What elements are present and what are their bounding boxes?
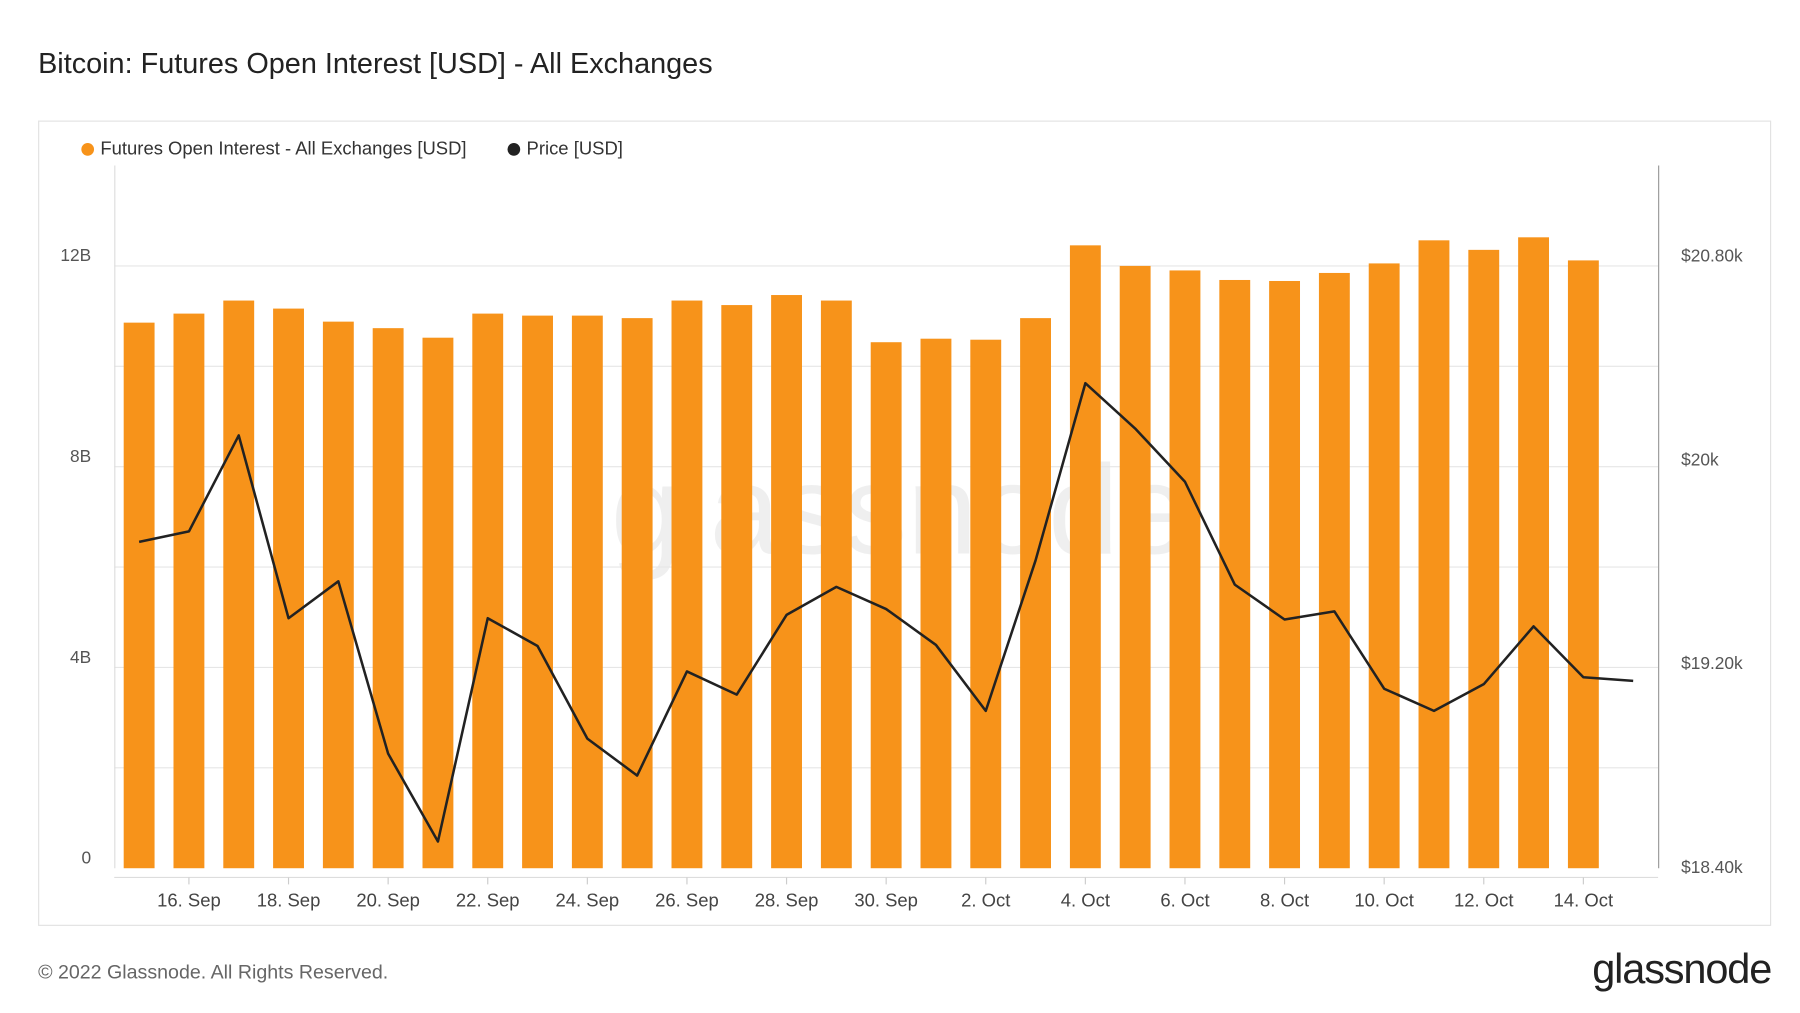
price-line (138, 381, 1634, 843)
y-tick-label: 4B (70, 647, 91, 667)
x-tick-label: 22. Sep (456, 890, 520, 911)
legend-label: Price [USD] (527, 137, 623, 158)
x-tick-label: 12. Oct (1454, 890, 1514, 911)
y2-tick-label: $18.40k (1681, 857, 1743, 877)
brand-logo: glassnode (1592, 945, 1771, 992)
bar (1418, 240, 1450, 869)
bar (721, 305, 753, 869)
bar (1318, 272, 1350, 869)
bar (1169, 270, 1201, 869)
x-tick-label: 20. Sep (356, 890, 420, 911)
bar (1069, 245, 1101, 869)
bar (1119, 265, 1151, 869)
x-tick-label: 26. Sep (655, 890, 719, 911)
bar (372, 328, 404, 869)
y2-tick-label: $20k (1681, 449, 1719, 469)
x-tick-label: 4. Oct (1061, 890, 1110, 911)
x-tick-label: 8. Oct (1260, 890, 1309, 911)
x-tick-label: 10. Oct (1354, 890, 1414, 911)
chart-title: Bitcoin: Futures Open Interest [USD] - A… (38, 48, 713, 80)
bar (173, 313, 205, 869)
bar (820, 300, 852, 869)
bar (1368, 263, 1400, 869)
y2-tick-label: $19.20k (1681, 653, 1743, 673)
bar (621, 318, 653, 869)
legend-label: Futures Open Interest - All Exchanges [U… (100, 137, 466, 158)
bar (422, 337, 454, 869)
chart-frame (38, 120, 1772, 926)
bar (970, 339, 1002, 869)
bar (1219, 279, 1251, 869)
footer: © 2022 Glassnode. All Rights Reserved. (38, 961, 388, 983)
x-tick-label: 24. Sep (556, 890, 620, 911)
x-tick-label: 28. Sep (755, 890, 819, 911)
bar (920, 338, 952, 869)
x-tick-label: 30. Sep (854, 890, 918, 911)
bar (771, 295, 802, 869)
x-tick-label: 14. Oct (1554, 890, 1614, 911)
bar (1269, 280, 1301, 869)
x-tick-label: 18. Sep (257, 890, 321, 911)
bar (671, 300, 703, 869)
y-tick-label: 0 (82, 848, 92, 868)
bar (1567, 260, 1599, 869)
x-tick-label: 6. Oct (1160, 890, 1209, 911)
legend-marker (507, 143, 521, 156)
x-tick-label: 16. Sep (157, 890, 221, 911)
bar (322, 321, 354, 869)
bar (123, 322, 155, 869)
bar (522, 315, 553, 869)
x-tick-label: 2. Oct (961, 890, 1010, 911)
y-tick-label: 12B (60, 245, 91, 265)
bar (1518, 237, 1550, 869)
legend-marker (81, 143, 95, 156)
y2-tick-label: $20.80k (1681, 246, 1743, 266)
bar (273, 308, 304, 869)
bar (472, 313, 504, 869)
bar (223, 300, 255, 869)
bar (1468, 249, 1500, 869)
bar (571, 315, 603, 869)
y-tick-label: 8B (70, 446, 91, 466)
